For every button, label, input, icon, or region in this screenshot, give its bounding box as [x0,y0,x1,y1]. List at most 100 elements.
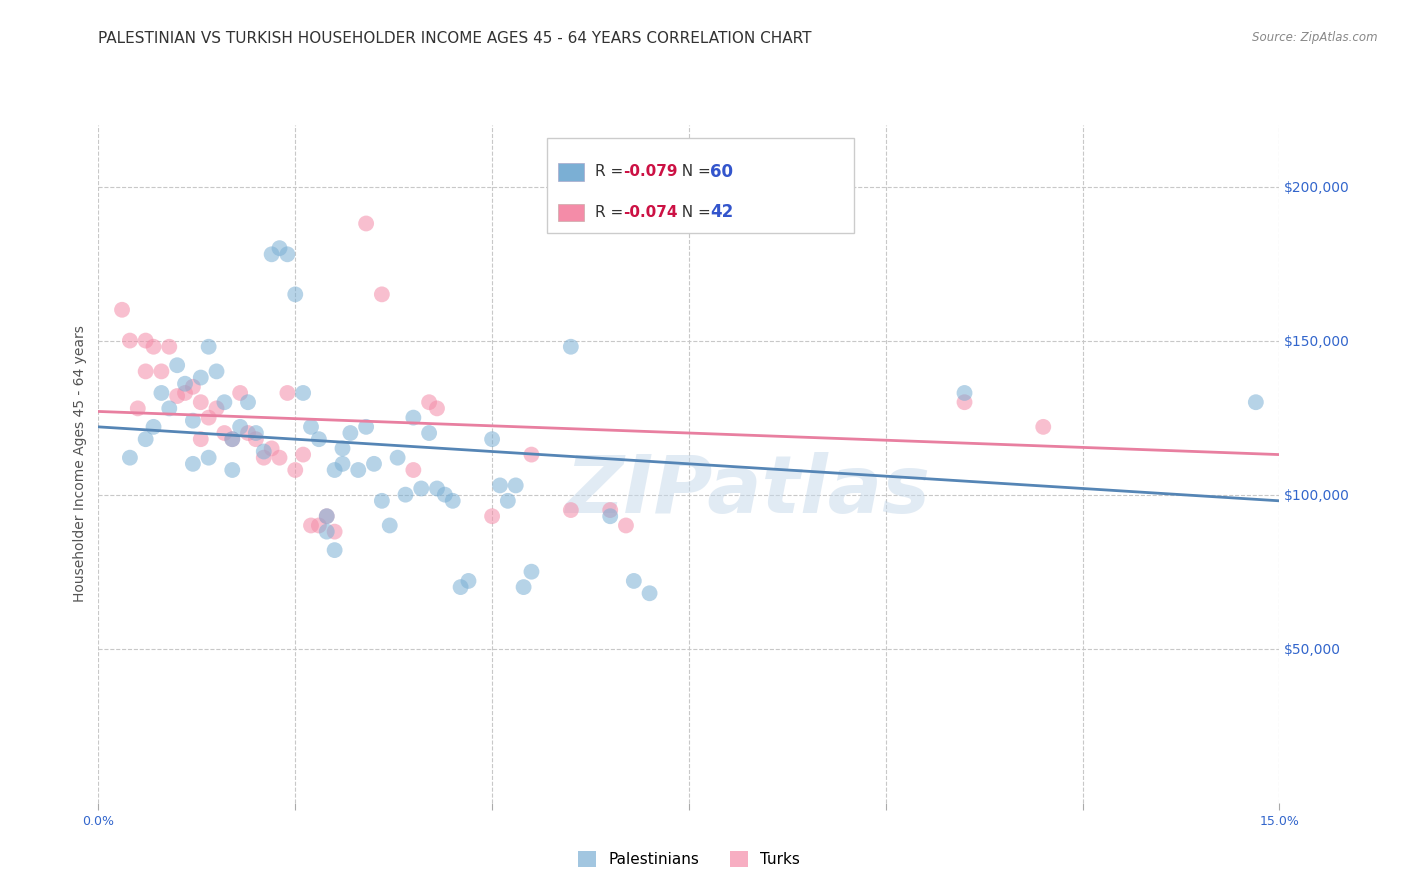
Point [135,334,157,348]
Point [953,386,976,401]
Point [481,432,503,446]
Text: R =: R = [595,164,628,179]
Point [181,457,204,471]
Point [299,518,322,533]
Text: ZIPatlas: ZIPatlas [565,452,931,530]
Text: -0.074: -0.074 [623,205,678,220]
Point [269,450,291,465]
Text: Source: ZipAtlas.com: Source: ZipAtlas.com [1253,31,1378,45]
Point [214,395,236,409]
Point [292,386,315,401]
Point [166,358,188,372]
Point [378,518,401,533]
Point [118,334,141,348]
Text: N =: N = [672,205,716,220]
Point [150,386,173,401]
Text: 60: 60 [710,162,734,181]
Point [299,420,322,434]
Point [638,586,661,600]
Point [315,509,337,524]
Text: -0.079: -0.079 [623,164,678,179]
Text: R =: R = [595,205,628,220]
Point [221,432,243,446]
Point [197,410,219,425]
Point [371,493,394,508]
Point [260,247,283,261]
Point [127,401,149,416]
Point [387,450,409,465]
Point [205,401,228,416]
Point [292,448,315,462]
Point [614,518,637,533]
Point [347,463,370,477]
Point [150,364,173,378]
Point [308,518,330,533]
Point [181,380,204,394]
Point [190,432,212,446]
Point [221,463,243,477]
Text: N =: N = [672,164,716,179]
Legend: Palestinians, Turks: Palestinians, Turks [572,845,806,873]
Point [197,340,219,354]
Point [363,457,385,471]
Point [418,395,440,409]
Text: 42: 42 [710,203,734,221]
Point [953,395,976,409]
Point [276,386,298,401]
Point [433,488,456,502]
Point [253,450,276,465]
Point [315,524,337,539]
Point [1032,420,1054,434]
Point [323,524,346,539]
Point [560,503,582,517]
Point [1244,395,1267,409]
Point [332,457,354,471]
Point [269,241,291,255]
Point [174,376,197,391]
Point [229,386,252,401]
Point [560,340,582,354]
Point [284,463,307,477]
Point [245,432,267,446]
Point [236,425,259,440]
Point [339,425,361,440]
Point [489,478,512,492]
Point [623,574,645,588]
Point [411,482,433,496]
Point [441,493,464,508]
Point [229,420,252,434]
Point [426,401,449,416]
Point [308,432,330,446]
Text: PALESTINIAN VS TURKISH HOUSEHOLDER INCOME AGES 45 - 64 YEARS CORRELATION CHART: PALESTINIAN VS TURKISH HOUSEHOLDER INCOM… [98,31,811,46]
Point [505,478,527,492]
Point [142,420,165,434]
Point [520,565,543,579]
Point [496,493,519,508]
Point [394,488,416,502]
Point [245,425,267,440]
Y-axis label: Householder Income Ages 45 - 64 years: Householder Income Ages 45 - 64 years [73,326,87,602]
Point [481,509,503,524]
Point [284,287,307,301]
Point [236,395,259,409]
Point [190,395,212,409]
Point [450,580,472,594]
Point [402,410,425,425]
Point [205,364,228,378]
Point [426,482,449,496]
Point [221,432,243,446]
Point [181,414,204,428]
Point [157,340,180,354]
Point [354,420,377,434]
Point [599,509,621,524]
Point [135,364,157,378]
Point [174,386,197,401]
Point [253,444,276,458]
Point [157,401,180,416]
Point [520,448,543,462]
Point [323,543,346,558]
Point [214,425,236,440]
Point [512,580,534,594]
Point [402,463,425,477]
Point [332,442,354,456]
